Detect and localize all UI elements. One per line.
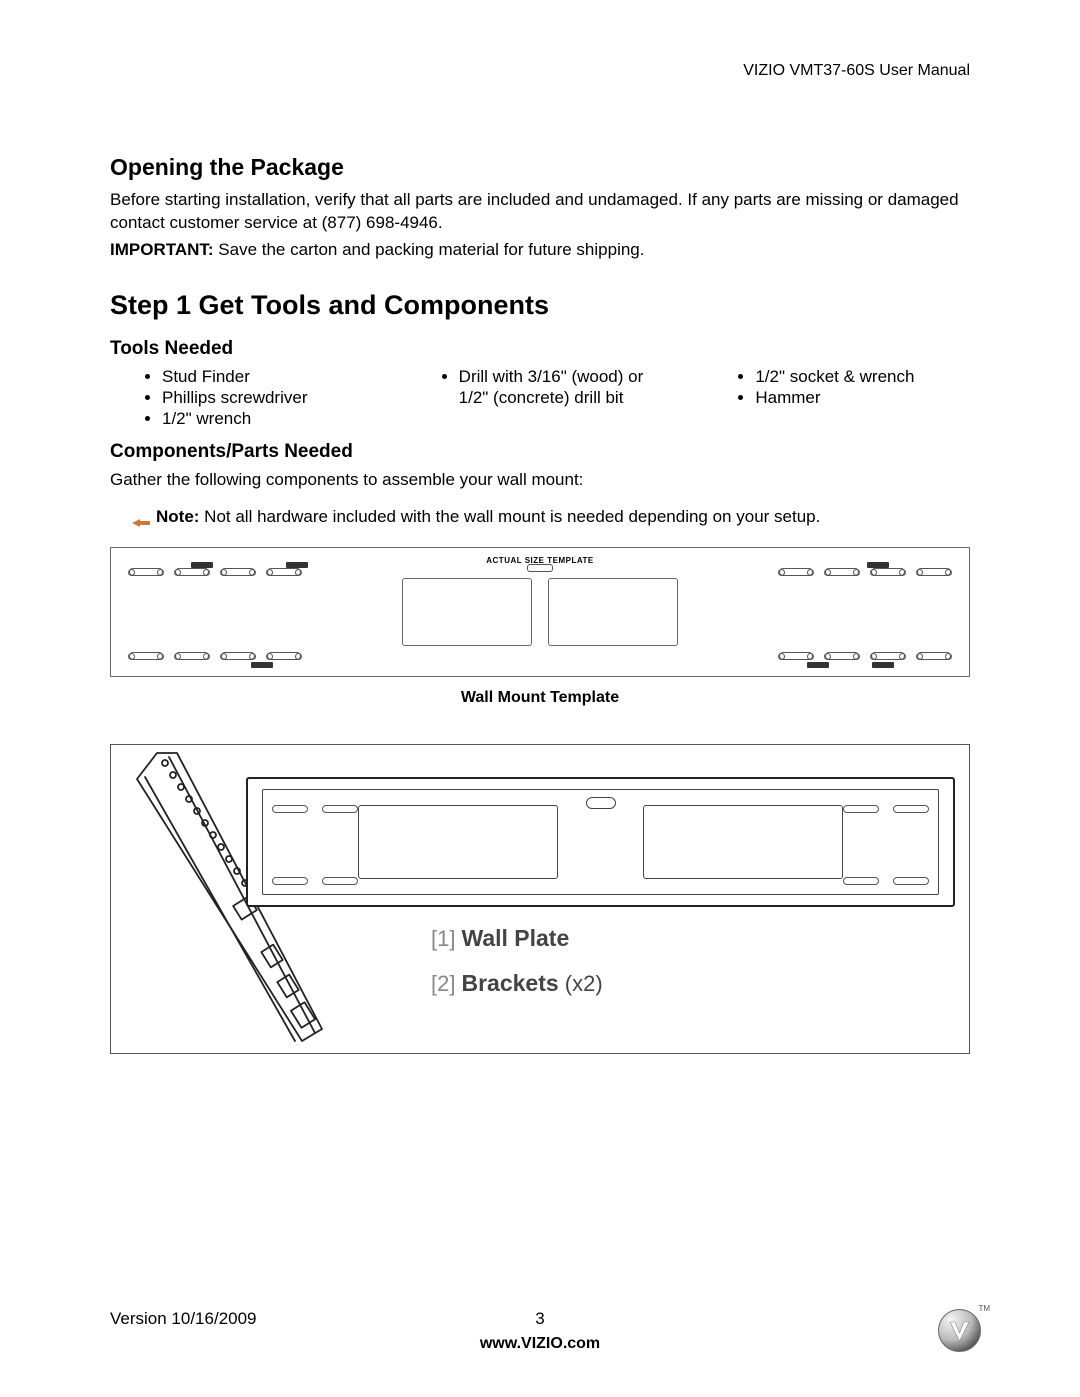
page-footer: Version 10/16/2009 3 www.VIZIO.com bbox=[110, 1308, 970, 1355]
note-body: Not all hardware included with the wall … bbox=[199, 507, 820, 526]
figure-labels: [1]Wall Plate [2]Brackets (x2) bbox=[431, 923, 603, 1013]
tool-item: Drill with 3/16" (wood) or 1/2" (concret… bbox=[459, 366, 674, 409]
vizio-logo-icon bbox=[937, 1308, 982, 1353]
tool-item: 1/2" socket & wrench bbox=[755, 366, 970, 387]
header-right: VIZIO VMT37-60S User Manual bbox=[110, 60, 970, 82]
tool-item: Stud Finder bbox=[162, 366, 377, 387]
figure-label-num: [2] bbox=[431, 971, 455, 996]
note-label: Note: bbox=[156, 507, 199, 526]
template-panels bbox=[402, 578, 678, 646]
tools-columns: Stud Finder Phillips screwdriver 1/2" wr… bbox=[110, 366, 970, 430]
components-heading: Components/Parts Needed bbox=[110, 439, 970, 465]
important-label: IMPORTANT: bbox=[110, 240, 214, 259]
template-marker bbox=[872, 662, 894, 668]
footer-page-number: 3 bbox=[397, 1308, 684, 1331]
tools-col-2: Drill with 3/16" (wood) or 1/2" (concret… bbox=[407, 366, 674, 430]
figure-label-name: Wall Plate bbox=[461, 925, 569, 951]
tools-col-1: Stud Finder Phillips screwdriver 1/2" wr… bbox=[110, 366, 377, 430]
template-caption: Wall Mount Template bbox=[110, 687, 970, 709]
wall-plate-illustration bbox=[246, 777, 955, 907]
tool-item: 1/2" wrench bbox=[162, 408, 377, 429]
footer-version: Version 10/16/2009 bbox=[110, 1308, 397, 1331]
template-marker bbox=[251, 662, 273, 668]
section-title-opening: Opening the Package bbox=[110, 152, 970, 183]
figure-label-name: Brackets bbox=[461, 970, 558, 996]
important-text: Save the carton and packing material for… bbox=[214, 240, 645, 259]
opening-body: Before starting installation, verify tha… bbox=[110, 189, 970, 235]
template-slot-row-top bbox=[129, 568, 951, 576]
figure-label-row: [1]Wall Plate bbox=[431, 923, 603, 954]
tool-item: Hammer bbox=[755, 387, 970, 408]
wall-plate-brackets-figure: [1]Wall Plate [2]Brackets (x2) bbox=[110, 744, 970, 1054]
note-row: Note: Not all hardware included with the… bbox=[132, 506, 970, 529]
tools-col-3: 1/2" socket & wrench Hammer bbox=[703, 366, 970, 430]
note-arrow-icon bbox=[132, 512, 150, 522]
tool-item: Phillips screwdriver bbox=[162, 387, 377, 408]
step1-title: Step 1 Get Tools and Components bbox=[110, 287, 970, 323]
tools-heading: Tools Needed bbox=[110, 336, 970, 362]
template-marker bbox=[807, 662, 829, 668]
figure-label-num: [1] bbox=[431, 926, 455, 951]
figure-label-row: [2]Brackets (x2) bbox=[431, 968, 603, 999]
components-intro: Gather the following components to assem… bbox=[110, 469, 970, 492]
note-text: Note: Not all hardware included with the… bbox=[156, 506, 820, 529]
footer-url: www.VIZIO.com bbox=[110, 1333, 970, 1355]
opening-important: IMPORTANT: Save the carton and packing m… bbox=[110, 239, 970, 262]
template-slot-row-bottom bbox=[129, 652, 951, 660]
figure-label-qty: (x2) bbox=[559, 971, 603, 996]
wall-mount-template-diagram: ACTUAL SIZE TEMPLATE bbox=[110, 547, 970, 677]
